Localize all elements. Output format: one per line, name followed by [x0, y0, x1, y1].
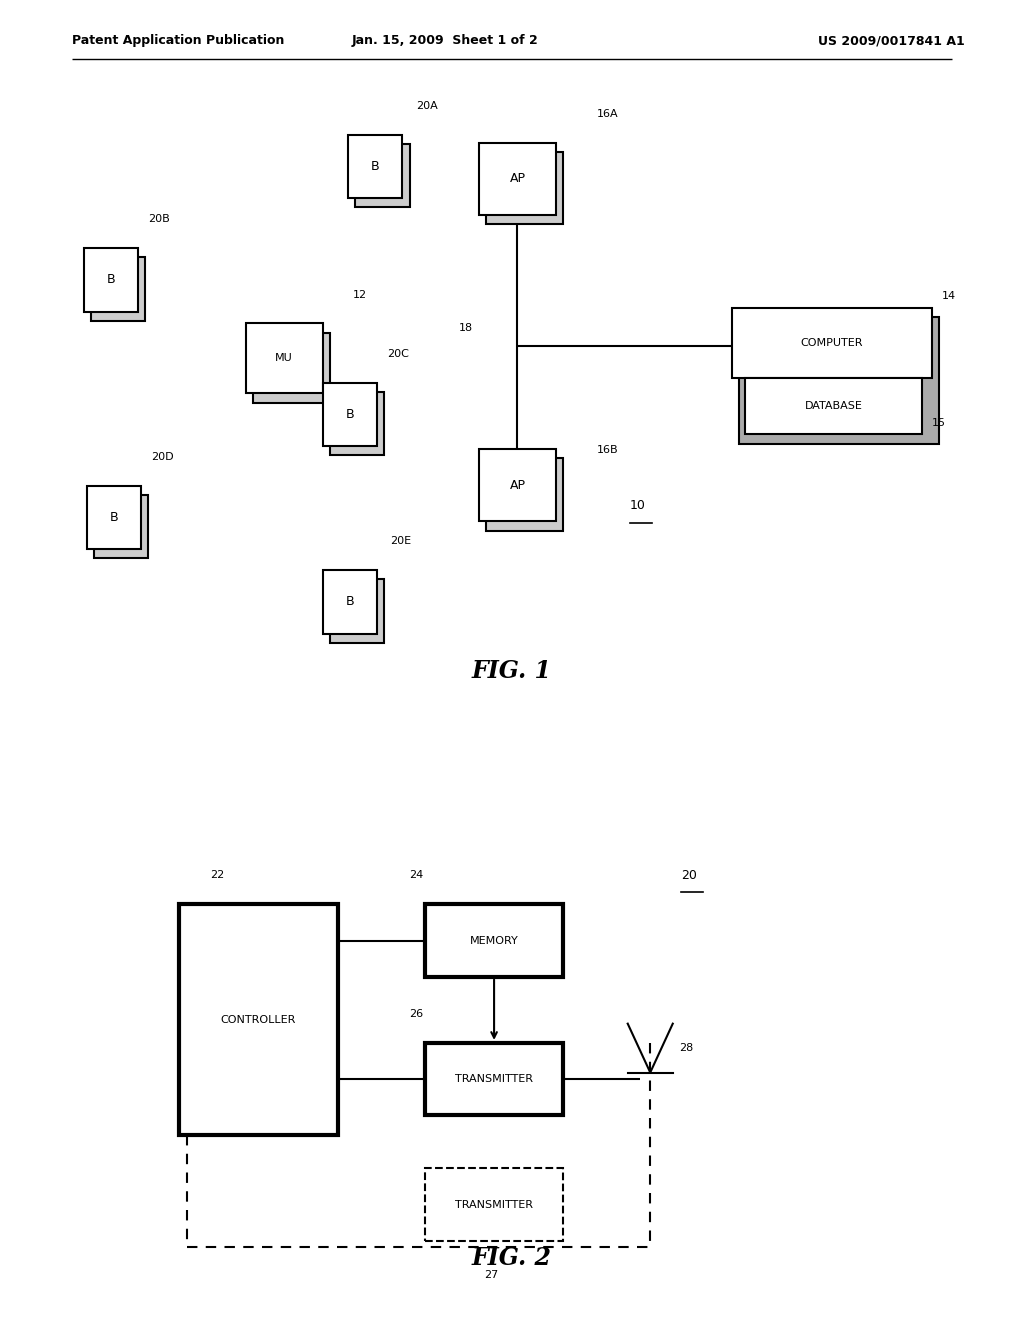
Text: 27: 27 [483, 1270, 498, 1280]
Text: Jan. 15, 2009  Sheet 1 of 2: Jan. 15, 2009 Sheet 1 of 2 [352, 34, 539, 48]
Text: 20D: 20D [152, 451, 174, 462]
Bar [486, 458, 563, 531]
Text: TRANSMITTER: TRANSMITTER [455, 1074, 534, 1084]
Text: 20: 20 [681, 869, 697, 882]
Text: MEMORY: MEMORY [470, 936, 518, 945]
Text: 22: 22 [210, 870, 224, 880]
Bar [425, 1168, 563, 1241]
Bar [246, 323, 323, 393]
Text: B: B [345, 595, 354, 609]
Text: 14: 14 [942, 290, 956, 301]
Bar [425, 1043, 563, 1115]
Text: FIG. 2: FIG. 2 [472, 1246, 552, 1270]
Text: 10: 10 [630, 499, 646, 512]
Text: 26: 26 [410, 1008, 424, 1019]
Bar [425, 904, 563, 977]
Bar [94, 495, 148, 558]
Text: 15: 15 [932, 417, 946, 428]
Text: TRANSMITTER: TRANSMITTER [455, 1200, 534, 1209]
Text: B: B [371, 160, 380, 173]
Bar [732, 308, 932, 378]
Bar [179, 904, 338, 1135]
Text: 20A: 20A [416, 100, 437, 111]
Text: 28: 28 [679, 1043, 693, 1053]
Bar [330, 392, 384, 455]
Bar [323, 570, 377, 634]
Bar [323, 383, 377, 446]
Text: AP: AP [510, 173, 525, 185]
Bar [479, 143, 556, 215]
Text: 16B: 16B [597, 445, 618, 455]
Text: B: B [110, 511, 119, 524]
Text: CONTROLLER: CONTROLLER [221, 1015, 296, 1024]
Bar [253, 333, 330, 403]
Text: COMPUTER: COMPUTER [801, 338, 863, 347]
Text: B: B [106, 273, 116, 286]
Bar [739, 317, 939, 444]
Text: 20C: 20C [387, 348, 409, 359]
Bar [84, 248, 138, 312]
Bar [479, 449, 556, 521]
Text: US 2009/0017841 A1: US 2009/0017841 A1 [817, 34, 965, 48]
Text: DATABASE: DATABASE [805, 401, 862, 411]
Bar [355, 144, 410, 207]
Text: 20B: 20B [148, 214, 170, 224]
Bar [348, 135, 402, 198]
Bar [330, 579, 384, 643]
Text: FIG. 1: FIG. 1 [472, 659, 552, 682]
Text: MU: MU [275, 354, 293, 363]
Bar [745, 378, 922, 434]
Text: Patent Application Publication: Patent Application Publication [72, 34, 284, 48]
Text: B: B [345, 408, 354, 421]
Text: 12: 12 [353, 289, 368, 300]
Text: AP: AP [510, 479, 525, 491]
Text: 20E: 20E [390, 536, 412, 546]
Bar [87, 486, 141, 549]
Text: 18: 18 [459, 322, 473, 333]
Text: 24: 24 [410, 870, 424, 880]
Bar [486, 152, 563, 224]
Text: 16A: 16A [597, 108, 618, 119]
Bar [91, 257, 145, 321]
